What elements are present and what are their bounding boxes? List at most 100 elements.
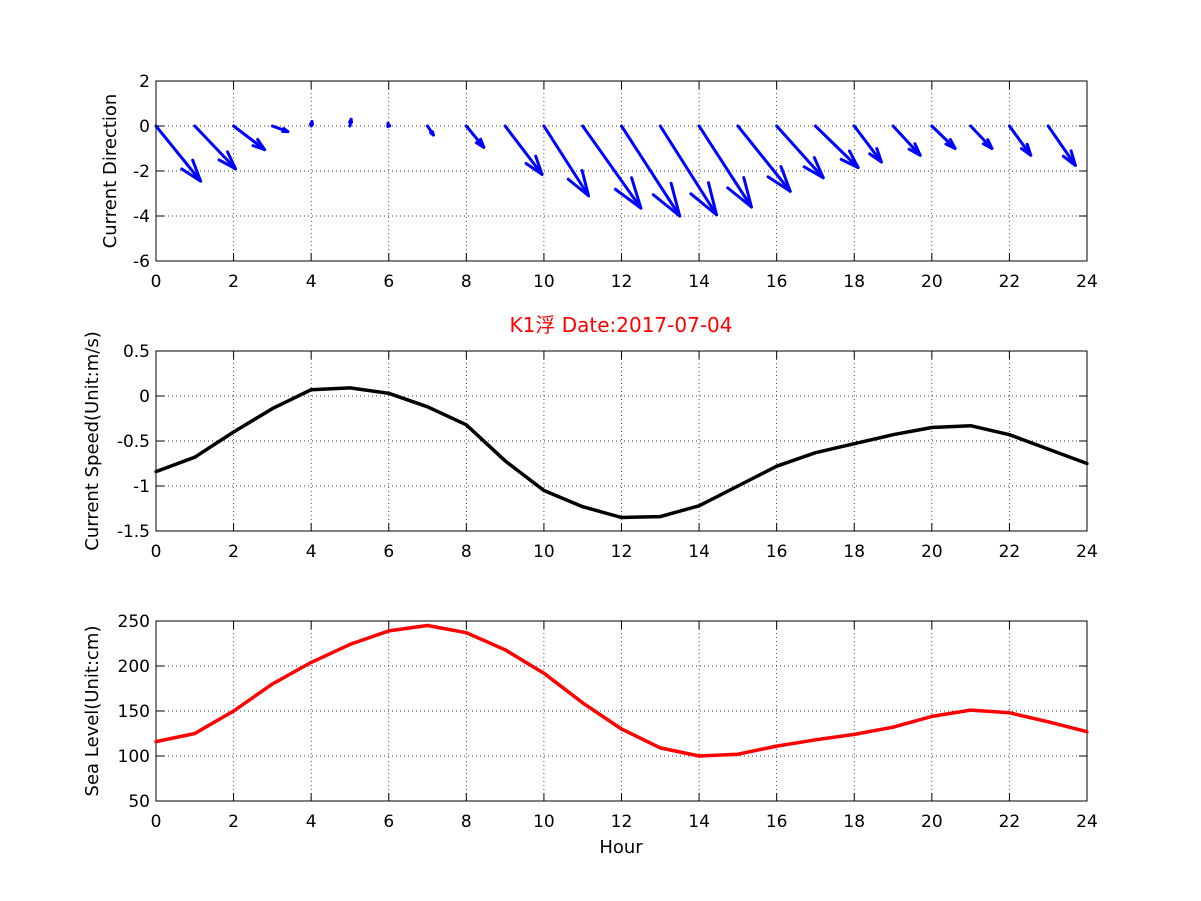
data-point [1007, 433, 1012, 437]
xticks-speed: 0 2 4 6 8 10 12 14 16 18 20 22 24 [151, 351, 1098, 562]
arrow-head [180, 158, 203, 183]
arrow-shaft [852, 124, 883, 164]
x-tick-label: 4 [306, 542, 317, 562]
x-tick-label: 12 [611, 542, 633, 562]
vector-arrow [581, 124, 643, 210]
arrow-head [251, 137, 267, 152]
x-tick-label: 8 [461, 812, 472, 832]
arrow-head [217, 150, 238, 171]
arrow-head [386, 121, 392, 128]
vector-arrow [270, 124, 290, 134]
arrow-shaft [620, 124, 682, 218]
y-tick-label: -1 [133, 477, 150, 497]
arrow-head [474, 137, 486, 149]
x-tick-label: 4 [306, 812, 317, 832]
arrow-head [524, 154, 544, 176]
x-tick-label: 0 [151, 542, 162, 562]
data-point [969, 424, 973, 428]
ylabel-direction: Current Direction [100, 94, 121, 249]
vector-arrow [697, 124, 753, 209]
arrow-head [944, 137, 957, 150]
data-point [464, 631, 468, 635]
arrow-shaft [542, 124, 591, 198]
x-tick-label: 18 [843, 272, 865, 292]
yticks-sealevel: 50 100 150 200 250 [118, 612, 1087, 812]
data-point [231, 709, 236, 713]
x-tick-label: 2 [228, 812, 239, 832]
data-point [1046, 720, 1050, 724]
vector-arrow [852, 124, 883, 164]
arrow-shaft [1046, 124, 1077, 167]
plot-speed: 0 2 4 6 8 10 12 14 16 18 20 22 24 -1.5-1-0.500.5 Cur… [82, 331, 1098, 562]
data-point [697, 504, 701, 508]
y-tick-label: 50 [128, 792, 150, 812]
data-point [775, 464, 779, 468]
vector-arrow [232, 124, 267, 152]
y-tick-label: 150 [118, 702, 150, 722]
axes-box-direction [155, 80, 1088, 262]
arrow-shaft [193, 124, 238, 171]
data-point [775, 744, 779, 748]
arrow-head [348, 117, 354, 124]
data-point [503, 648, 507, 652]
data-point [425, 405, 430, 409]
data-point [193, 455, 197, 459]
marks-speed [154, 386, 1089, 520]
y-tick-label: -6 [133, 252, 150, 272]
data-point [270, 407, 274, 411]
arrow-shaft [736, 124, 792, 193]
y-tick-label: 100 [118, 747, 150, 767]
data-point [813, 738, 818, 742]
data-point [930, 425, 934, 430]
vector-arrow [1046, 124, 1077, 167]
vector-arrow [426, 124, 435, 137]
x-tick-label: 20 [921, 812, 943, 832]
x-tick-label: 16 [766, 812, 788, 832]
arrow-head [308, 120, 314, 127]
data-point [154, 740, 158, 744]
data-point [891, 433, 895, 437]
data-point [969, 708, 973, 712]
marks-sealevel [154, 623, 1089, 758]
arrow-head [429, 130, 435, 137]
data-point [309, 660, 313, 665]
data-point [1085, 730, 1089, 734]
vector-arrow [969, 124, 994, 150]
data-point [930, 714, 934, 719]
arrow-head [907, 142, 922, 157]
data-point [736, 752, 740, 756]
xticks-direction: 0 2 4 6 8 10 12 14 16 18 20 22 24 [151, 81, 1098, 292]
data-point [658, 746, 662, 750]
arrow-head [981, 138, 994, 150]
x-tick-label: 24 [1076, 272, 1098, 292]
data-point [813, 451, 818, 455]
y-tick-label: -4 [133, 207, 150, 227]
y-tick-label: -2 [133, 162, 150, 182]
arrow-head [802, 156, 825, 180]
x-tick-label: 12 [611, 272, 633, 292]
x-tick-label: 8 [461, 272, 472, 292]
arrow-shaft [581, 124, 643, 210]
x-tick-label: 20 [921, 272, 943, 292]
axes-box-sealevel [155, 620, 1088, 802]
y-tick-label: 0.5 [123, 342, 150, 362]
x-tick-label: 22 [999, 272, 1021, 292]
data-point [581, 701, 585, 705]
y-tick-label: 0 [139, 117, 150, 137]
x-tick-label: 4 [306, 272, 317, 292]
yticks-speed: -1.5 -1 -0.5 0 0.5 [117, 342, 1087, 542]
yticks-direction: -6 -4 -2 0 2 [133, 72, 1087, 272]
arrow-head [1019, 142, 1033, 157]
arrow-head [726, 176, 753, 209]
vector-arrow [1007, 124, 1033, 157]
arrow-head [1061, 149, 1077, 167]
y-tick-label: 0 [139, 387, 150, 407]
vector-arrow [891, 124, 922, 157]
x-tick-label: 22 [999, 812, 1021, 832]
vector-arrow [348, 117, 354, 128]
y-tick-label: -1.5 [117, 522, 150, 542]
arrow-head [281, 126, 290, 134]
arrow-head [566, 168, 591, 198]
x-tick-label: 16 [766, 542, 788, 562]
